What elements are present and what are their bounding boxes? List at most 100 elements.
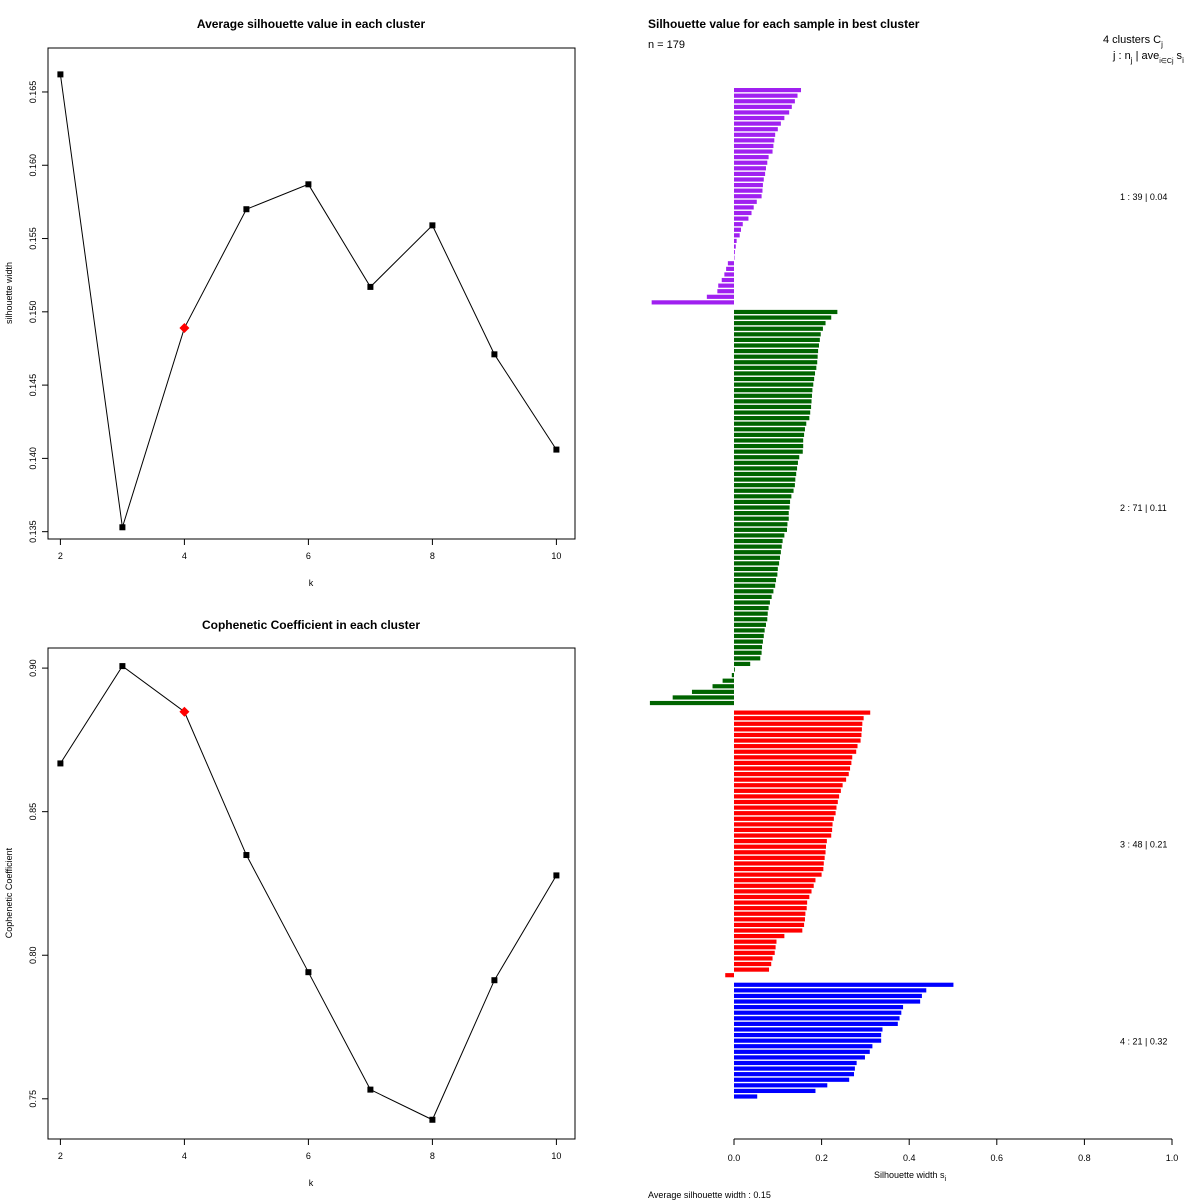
cophenetic-title: Cophenetic Coefficient in each cluster	[202, 618, 420, 632]
cluster-header-text: 4 clusters C	[1103, 34, 1161, 46]
silhouette-xlabel-text: Silhouette width s	[874, 1170, 945, 1180]
silhouette-bar	[734, 188, 763, 193]
cluster-header-nj-sub: j	[1130, 56, 1133, 65]
silhouette-bar	[734, 171, 766, 176]
silhouette-bar	[734, 727, 862, 732]
y-tick-label: 0.145	[28, 374, 38, 397]
silhouette-xlabel: Silhouette width si	[874, 1170, 947, 1183]
silhouette-bar	[731, 673, 734, 678]
silhouette-bar	[734, 321, 826, 326]
silhouette-bar	[734, 99, 795, 104]
silhouette-bar	[734, 933, 785, 939]
silhouette-bar	[649, 700, 734, 706]
y-tick-label: 0.155	[28, 227, 38, 250]
silhouette-bar	[734, 1005, 904, 1010]
cluster-label: 4 : 21 | 0.32	[1120, 1036, 1167, 1046]
x-tick-label: 10	[551, 551, 561, 561]
silhouette-bar	[717, 289, 734, 294]
x-tick-label: 4	[182, 551, 187, 561]
silhouette-bar	[721, 277, 734, 283]
cluster-header-sub: j	[1160, 40, 1163, 49]
silhouette-bar	[734, 738, 861, 743]
cophenetic-ylabel: Cophenetic Coefficient	[4, 847, 14, 938]
data-point	[429, 1116, 436, 1123]
avg-silhouette-title: Average silhouette value in each cluster	[197, 17, 426, 31]
cluster-header-line2: j : nj | avei∈Cj si	[1112, 50, 1184, 65]
silhouette-bar	[734, 667, 735, 672]
silhouette-bar	[734, 1027, 883, 1032]
silhouette-bar	[734, 878, 816, 883]
silhouette-bar	[734, 216, 749, 221]
silhouette-bar	[734, 617, 768, 622]
x-tick-label: 6	[306, 1151, 311, 1161]
silhouette-bar	[651, 300, 734, 305]
silhouette-bar	[734, 88, 802, 93]
data-point	[57, 71, 64, 78]
series-line	[59, 74, 557, 528]
silhouette-bar	[734, 432, 805, 437]
silhouette-bar	[734, 889, 812, 894]
silhouette-bar	[734, 771, 849, 777]
sample-count-label: n = 179	[648, 39, 685, 51]
silhouette-bar	[734, 132, 776, 137]
silhouette-bar	[734, 522, 788, 527]
silhouette-bar	[734, 510, 789, 516]
silhouette-bar	[734, 811, 836, 816]
data-point	[243, 852, 250, 859]
silhouette-bar	[734, 1044, 873, 1049]
silhouette-bar	[734, 233, 740, 238]
silhouette-bar	[734, 906, 807, 911]
silhouette-bar	[734, 1072, 855, 1077]
data-point	[367, 1086, 374, 1093]
cluster-labels: 1 : 39 | 0.04 2 : 71 | 0.11 3 : 48 | 0.21 4…	[1120, 192, 1167, 1046]
silhouette-bar	[734, 950, 775, 955]
avg-silhouette-ylabel: silhouette width	[4, 262, 14, 324]
silhouette-bar	[734, 393, 812, 398]
data-point	[119, 663, 126, 670]
silhouette-bar	[734, 982, 954, 987]
silhouette-bar	[734, 149, 773, 154]
silhouette-bar	[734, 399, 812, 404]
silhouette-bar	[734, 589, 774, 594]
y-tick-label: 0.75	[28, 1090, 38, 1108]
cluster-header-j: j : n	[1112, 50, 1131, 62]
silhouette-bar	[734, 244, 736, 249]
silhouette-bar	[734, 622, 766, 627]
x-tick-label: 8	[430, 1151, 435, 1161]
x-tick-label: 8	[430, 551, 435, 561]
silhouette-bar	[734, 961, 772, 967]
y-tick-label: 0.90	[28, 659, 38, 677]
silhouette-bar	[734, 382, 814, 387]
data-point	[553, 446, 560, 453]
y-tick-label: 0.150	[28, 301, 38, 324]
x-tick-label: 2	[58, 1151, 63, 1161]
silhouette-bar	[725, 973, 734, 978]
silhouette-bar	[734, 850, 826, 855]
silhouette-bar	[734, 443, 804, 449]
silhouette-bar	[734, 639, 763, 644]
silhouette-bar	[734, 645, 763, 650]
cluster-header-line1: 4 clusters Cj	[1103, 34, 1163, 49]
silhouette-bar	[734, 611, 768, 616]
silhouette-bar	[734, 816, 834, 821]
silhouette-bar	[734, 255, 735, 260]
silhouette-bar	[734, 794, 840, 799]
y-tick-label: 0.85	[28, 803, 38, 821]
cophenetic-xlabel: k	[309, 1178, 314, 1188]
average-silhouette-footer: Average silhouette width : 0.15	[648, 1190, 771, 1200]
silhouette-bar	[734, 661, 751, 667]
silhouette-bar	[722, 678, 734, 683]
silhouette-bar	[734, 182, 763, 188]
silhouette-bar	[734, 533, 785, 538]
silhouette-bar	[734, 155, 769, 160]
silhouette-bar	[734, 1094, 758, 1099]
silhouette-bar	[734, 732, 862, 738]
silhouette-bar	[734, 872, 822, 877]
x-tick-label: 0.4	[903, 1153, 916, 1163]
silhouette-bar	[734, 127, 778, 132]
silhouette-bar	[734, 656, 761, 661]
silhouette-bar	[734, 777, 847, 782]
silhouette-bar	[734, 210, 752, 216]
data-point	[243, 206, 250, 213]
avg-silhouette-marks	[57, 71, 560, 531]
